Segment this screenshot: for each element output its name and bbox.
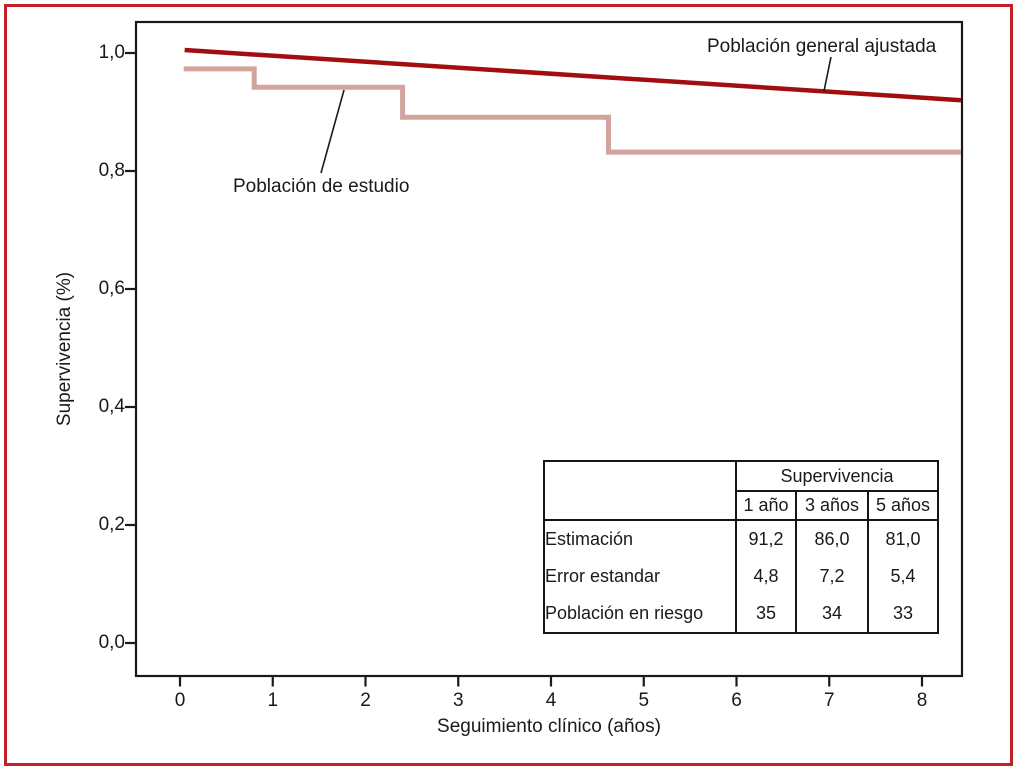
x-tick-label: 4 (545, 690, 557, 711)
table-group-header: Supervivencia (735, 461, 938, 492)
x-tick-label: 6 (731, 690, 742, 711)
pointer-line-general (823, 56, 832, 92)
y-tick-label: 0,4 (98, 396, 125, 417)
y-tick-label: 0,0 (98, 632, 125, 653)
y-tick-label: 0,8 (98, 160, 125, 181)
y-tick-label: 0,2 (98, 514, 125, 535)
table-cell: 81,0 (867, 520, 938, 558)
table-col-header: 1 año (735, 491, 796, 521)
table-row: Población en riesgo 35 34 33 (544, 595, 938, 633)
x-tick-label: 2 (360, 690, 371, 711)
table-row-label: Estimación (545, 529, 634, 549)
series-lines (183, 47, 962, 155)
y-axis-title: Supervivencia (%) (54, 271, 75, 427)
x-tick-label: 5 (638, 690, 650, 711)
table-row-group-header: Supervivencia (544, 461, 938, 521)
x-axis-ticks (178, 676, 924, 687)
table-col-header: 5 años (867, 491, 938, 521)
x-tick-label: 1 (267, 690, 279, 711)
x-tick-label: 7 (823, 690, 835, 711)
series-line-study (183, 66, 961, 155)
x-tick-label: 0 (174, 690, 186, 711)
y-tick-label: 1,0 (98, 42, 125, 63)
x-axis-title: Seguimiento clínico (años) (437, 716, 661, 737)
series-line-general (184, 47, 962, 103)
table-corner-cell (544, 461, 736, 521)
table-row-col-headers: 1 año 3 años 5 años (544, 491, 938, 521)
table-cell: 34 (795, 595, 868, 633)
series-label-general: Población general ajustada (707, 36, 937, 57)
table-row-label: Error estandar (545, 566, 661, 586)
inset-table: Supervivencia 1 año 3 años 5 años Estima… (543, 460, 939, 634)
table-cell: 35 (735, 595, 796, 633)
y-axis-ticks (125, 51, 135, 645)
x-tick-label: 8 (916, 690, 928, 711)
table-cell: 91,2 (735, 520, 796, 558)
y-tick-label: 0,6 (98, 278, 125, 299)
table-cell: 5,4 (867, 558, 938, 595)
series-label-study: Población de estudio (233, 176, 410, 197)
table-cell: 7,2 (795, 558, 868, 595)
table-cell: 33 (867, 595, 938, 633)
table-cell: 86,0 (795, 520, 868, 558)
x-tick-label: 3 (452, 690, 464, 711)
pointer-line-study (320, 89, 345, 174)
table-col-header: 3 años (795, 491, 868, 521)
table-row: Estimación 91,2 86,0 81,0 (544, 520, 938, 558)
plot-border (134, 20, 964, 678)
table-cell: 4,8 (735, 558, 796, 595)
table-row-label: Población en riesgo (545, 603, 704, 623)
table-row: Error estandar 4,8 7,2 5,4 (544, 558, 938, 595)
